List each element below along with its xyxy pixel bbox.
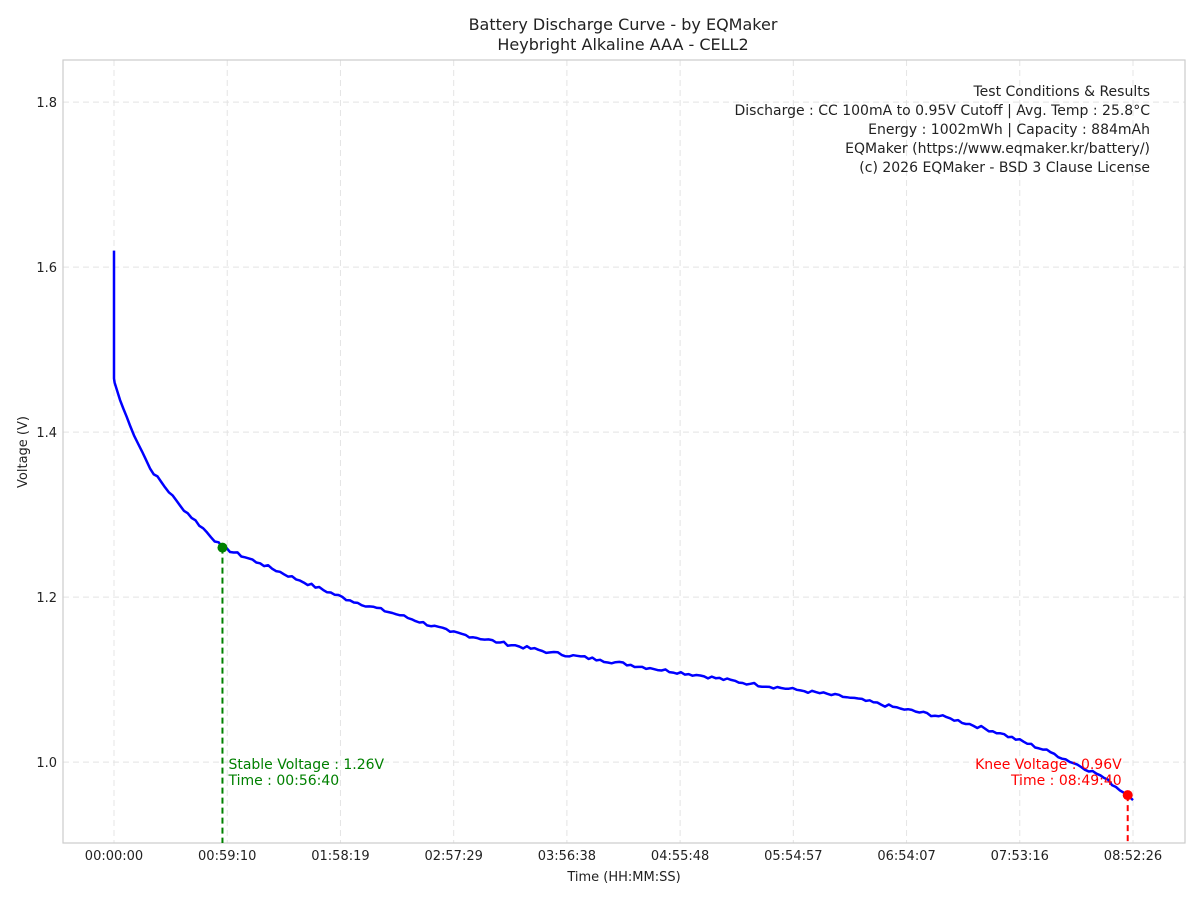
info-line: Discharge : CC 100mA to 0.95V Cutoff | A… xyxy=(734,103,1150,119)
y-tick-label: 1.8 xyxy=(36,96,57,111)
series-layer xyxy=(112,250,1134,802)
x-tick-label: 08:52:26 xyxy=(1104,849,1162,864)
x-tick-label: 05:54:57 xyxy=(764,849,822,864)
x-tick-label: 00:59:10 xyxy=(198,849,256,864)
axis-ticks: 00:00:00 00:59:10 01:58:19 02:57:29 03:56:38… xyxy=(36,96,1162,864)
x-tick-label: 00:00:00 xyxy=(85,849,143,864)
x-axis-label: Time (HH:MM:SS) xyxy=(566,870,680,885)
knee-point-marker xyxy=(1122,790,1133,801)
info-line: Energy : 1002mWh | Capacity : 884mAh xyxy=(868,122,1150,138)
x-tick-label: 02:57:29 xyxy=(424,849,482,864)
knee-voltage-label: Knee Voltage : 0.96V xyxy=(975,757,1122,773)
y-axis-label: Voltage (V) xyxy=(16,416,31,488)
y-tick-label: 1.4 xyxy=(36,426,57,441)
y-tick-label: 1.2 xyxy=(36,591,57,606)
stable-point-marker xyxy=(217,542,228,553)
y-tick-label: 1.6 xyxy=(36,261,57,276)
stable-time-label: Time : 00:56:40 xyxy=(227,773,339,789)
chart-subtitle: Heybright Alkaline AAA - CELL2 xyxy=(497,35,748,54)
x-tick-label: 06:54:07 xyxy=(877,849,935,864)
x-tick-label: 01:58:19 xyxy=(311,849,369,864)
grid xyxy=(63,60,1185,843)
stable-voltage-label: Stable Voltage : 1.26V xyxy=(228,757,384,773)
info-line: (c) 2026 EQMaker - BSD 3 Clause License xyxy=(859,160,1150,176)
y-tick-label: 1.0 xyxy=(36,756,57,771)
x-tick-label: 07:53:16 xyxy=(991,849,1049,864)
chart-title: Battery Discharge Curve - by EQMaker xyxy=(469,15,778,34)
knee-time-label: Time : 08:49:40 xyxy=(1010,773,1122,789)
x-tick-label: 04:55:48 xyxy=(651,849,709,864)
x-tick-label: 03:56:38 xyxy=(538,849,596,864)
info-line: EQMaker (https://www.eqmaker.kr/battery/… xyxy=(845,141,1150,157)
info-box: Test Conditions & Results Discharge : CC… xyxy=(734,84,1150,176)
voltage-line xyxy=(112,250,1134,802)
info-line: Test Conditions & Results xyxy=(973,84,1151,100)
plot-area-frame xyxy=(62,59,1186,844)
